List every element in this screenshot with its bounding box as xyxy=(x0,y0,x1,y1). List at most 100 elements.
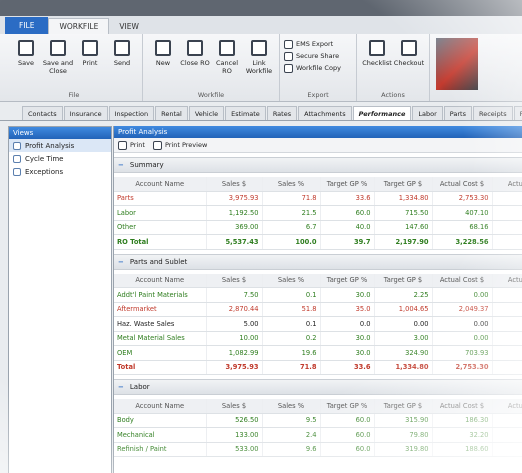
cell: OEM xyxy=(114,345,207,361)
icon xyxy=(114,40,130,56)
section-header[interactable]: − Parts and Sublet xyxy=(114,253,522,270)
section-title: Summary xyxy=(129,161,164,169)
cell xyxy=(492,205,522,221)
ribbon-button[interactable]: Checkout xyxy=(393,38,425,67)
cell: 0.1 xyxy=(262,316,321,332)
ribbon-button[interactable]: EMS Export xyxy=(284,38,333,50)
ribbon-button[interactable]: New xyxy=(147,38,179,67)
nav-tab[interactable]: Repair xyxy=(513,106,522,120)
cell: Aftermarket xyxy=(114,302,207,317)
panel-title: Profit Analysis xyxy=(114,126,522,138)
nav-tab[interactable]: Contacts xyxy=(22,106,63,120)
nav-tab[interactable]: Estimate xyxy=(225,106,266,120)
cell: 0.00 xyxy=(374,316,433,332)
ribbon-tab[interactable]: WORKFILE xyxy=(48,18,110,34)
ribbon-button[interactable]: Send xyxy=(106,38,138,67)
section-title: Labor xyxy=(129,383,150,391)
ribbon-tab[interactable]: FILE xyxy=(5,17,49,34)
column-header: Account Name xyxy=(114,399,207,414)
cell: 133.00 xyxy=(206,427,263,443)
ribbon-button[interactable]: Save xyxy=(10,38,42,67)
cell: 2,197.90 xyxy=(374,234,433,250)
collapse-icon: − xyxy=(118,383,124,391)
column-header: Actual Cost $ xyxy=(432,399,493,414)
cell: 1,082.99 xyxy=(206,345,263,361)
ribbon-tab[interactable]: VIEW xyxy=(119,22,139,31)
column-header: Actual G xyxy=(492,177,522,192)
ribbon-button[interactable]: Close RO xyxy=(179,38,211,67)
icon xyxy=(50,40,66,56)
nav-tab[interactable]: Attachments xyxy=(298,106,352,120)
section-header[interactable]: − Summary xyxy=(114,157,522,173)
ribbon-button[interactable]: Print xyxy=(74,38,106,67)
cell xyxy=(492,413,522,428)
cell: 324.90 xyxy=(374,345,433,361)
cell: Labor xyxy=(114,205,207,221)
cell: 33.6 xyxy=(320,360,375,375)
group-label: Actions xyxy=(381,91,405,99)
sidebar-item[interactable]: Exceptions xyxy=(9,165,111,178)
cell: 3,975.93 xyxy=(206,360,263,375)
cell xyxy=(492,191,522,206)
ribbon-tabs: FILE WORKFILE VIEW xyxy=(0,16,522,34)
sidebar-item[interactable]: Cycle Time xyxy=(9,152,111,165)
ribbon-button[interactable]: Cancel RO xyxy=(211,38,243,75)
sidebar-item[interactable]: Profit Analysis xyxy=(9,139,111,152)
cell: 2.25 xyxy=(374,287,433,303)
nav-tab[interactable]: Parts xyxy=(443,106,472,120)
cell: 2,753.30 xyxy=(432,360,493,375)
icon xyxy=(155,40,171,56)
cell: 68.16 xyxy=(432,220,493,235)
icon xyxy=(152,140,162,150)
cell: 60.0 xyxy=(320,413,375,428)
ribbon-button[interactable]: Workfile Copy xyxy=(284,62,341,74)
nav-tab[interactable]: Inspection xyxy=(108,106,155,120)
nav-tab[interactable]: Rates xyxy=(266,106,298,120)
icon xyxy=(284,63,293,73)
header-row: Account Name Sales $ Sales % Target GP % Tar… xyxy=(114,399,522,414)
column-header: Account Name xyxy=(114,177,207,192)
ribbon-button[interactable]: Checklist xyxy=(361,38,393,67)
ribbon-button[interactable]: Link Workfile xyxy=(243,38,275,75)
cell: 60.0 xyxy=(320,205,375,221)
sidebar: Views Profit Analysis Cycle Time Exceptions xyxy=(8,126,112,473)
cell: Total xyxy=(114,360,207,375)
section-title: Parts and Sublet xyxy=(129,257,188,266)
nav-tab[interactable]: Insurance xyxy=(63,106,108,120)
nav-tab[interactable]: Performance xyxy=(352,106,412,120)
data-row: Body 526.50 9.5 60.0 315.90 186.30 xyxy=(114,413,522,428)
cell xyxy=(492,331,522,346)
ribbon-group: EMS Export Secure Share Workfile Copy Expor… xyxy=(280,34,357,101)
nav-tab[interactable]: Rental xyxy=(155,106,188,120)
cell: Other xyxy=(114,220,207,235)
column-header: Target GP % xyxy=(320,399,375,414)
cell: 186.30 xyxy=(432,413,493,428)
cell: 100.0 xyxy=(262,234,321,250)
cell: 3,975.93 xyxy=(206,191,263,206)
button-label: Workfile Copy xyxy=(296,64,341,72)
button-label: Send xyxy=(113,59,131,67)
collapse-icon: − xyxy=(118,161,124,169)
nav-tab[interactable]: Receipts xyxy=(472,106,513,120)
cell: 33.6 xyxy=(320,191,375,206)
button-label: EMS Export xyxy=(296,40,334,48)
data-row: Total 3,975.93 71.8 33.6 1,334.80 2,753.30 xyxy=(114,360,522,375)
button-label: Print Preview xyxy=(164,141,208,149)
section-header[interactable]: − Labor xyxy=(114,379,522,395)
nav-tab[interactable]: Vehicle xyxy=(188,106,225,120)
data-row: Mechanical 133.00 2.4 60.0 79.80 32.20 xyxy=(114,427,522,443)
data-row: Metal Material Sales 10.00 0.2 30.0 3.00 0.00 xyxy=(114,331,522,346)
toolbar-button[interactable]: Print Preview xyxy=(152,139,208,151)
nav-tab[interactable]: Labor xyxy=(412,106,443,120)
cell: 19.6 xyxy=(262,345,321,361)
column-header: Actual G xyxy=(492,273,522,288)
ribbon-button[interactable]: Save and Close xyxy=(42,38,74,75)
cell: Haz. Waste Sales xyxy=(114,316,207,332)
header-row: Account Name Sales $ Sales % Target GP % Tar… xyxy=(114,273,522,288)
group-label: Workfile xyxy=(197,91,225,99)
cell: 2,870.44 xyxy=(206,302,263,317)
toolbar-button[interactable]: Print xyxy=(118,139,145,151)
ribbon-button[interactable]: Secure Share xyxy=(284,50,339,62)
